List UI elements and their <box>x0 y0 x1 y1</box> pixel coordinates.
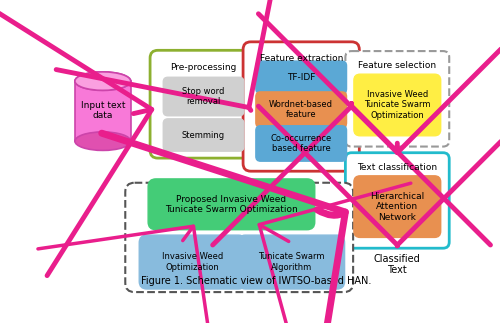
FancyBboxPatch shape <box>256 61 346 93</box>
FancyBboxPatch shape <box>243 42 360 171</box>
Text: Co-occurrence
based feature: Co-occurrence based feature <box>270 134 332 153</box>
Ellipse shape <box>75 72 130 90</box>
FancyBboxPatch shape <box>126 183 353 292</box>
Text: Wordnet-based
feature: Wordnet-based feature <box>269 100 333 119</box>
FancyBboxPatch shape <box>150 50 257 158</box>
Text: Feature selection: Feature selection <box>358 61 436 70</box>
FancyBboxPatch shape <box>148 179 315 230</box>
FancyBboxPatch shape <box>163 77 244 116</box>
FancyBboxPatch shape <box>256 92 346 127</box>
FancyBboxPatch shape <box>256 126 346 161</box>
Text: Input text
data: Input text data <box>80 101 125 120</box>
Text: Proposed Invasive Weed
Tunicate Swarm Optimization: Proposed Invasive Weed Tunicate Swarm Op… <box>165 195 298 214</box>
Ellipse shape <box>75 72 130 90</box>
FancyBboxPatch shape <box>354 74 440 136</box>
FancyBboxPatch shape <box>346 51 449 147</box>
FancyBboxPatch shape <box>163 119 244 151</box>
FancyBboxPatch shape <box>238 235 344 289</box>
Text: Hierarchical
Attention
Network: Hierarchical Attention Network <box>370 192 424 222</box>
Text: Feature extraction: Feature extraction <box>260 54 343 63</box>
Text: Classified
Text: Classified Text <box>374 254 420 275</box>
Text: Text classification: Text classification <box>357 163 438 172</box>
Bar <box>75 81 130 141</box>
Text: Invasive Weed
Tunicate Swarm
Optimization: Invasive Weed Tunicate Swarm Optimizatio… <box>364 90 430 120</box>
Text: Tunicate Swarm
Algorithm: Tunicate Swarm Algorithm <box>258 252 324 272</box>
Text: Figure 1. Schematic view of IWTSO-based HAN.: Figure 1. Schematic view of IWTSO-based … <box>141 276 372 286</box>
Ellipse shape <box>75 132 130 151</box>
Text: Stop word
removal: Stop word removal <box>182 87 224 106</box>
Text: Invasive Weed
Optimization: Invasive Weed Optimization <box>162 252 224 272</box>
FancyBboxPatch shape <box>139 235 246 289</box>
Text: Pre-processing: Pre-processing <box>170 63 236 72</box>
Text: Stemming: Stemming <box>182 130 225 140</box>
FancyBboxPatch shape <box>354 176 440 237</box>
Text: TF-IDF: TF-IDF <box>287 73 316 82</box>
FancyBboxPatch shape <box>346 153 449 248</box>
